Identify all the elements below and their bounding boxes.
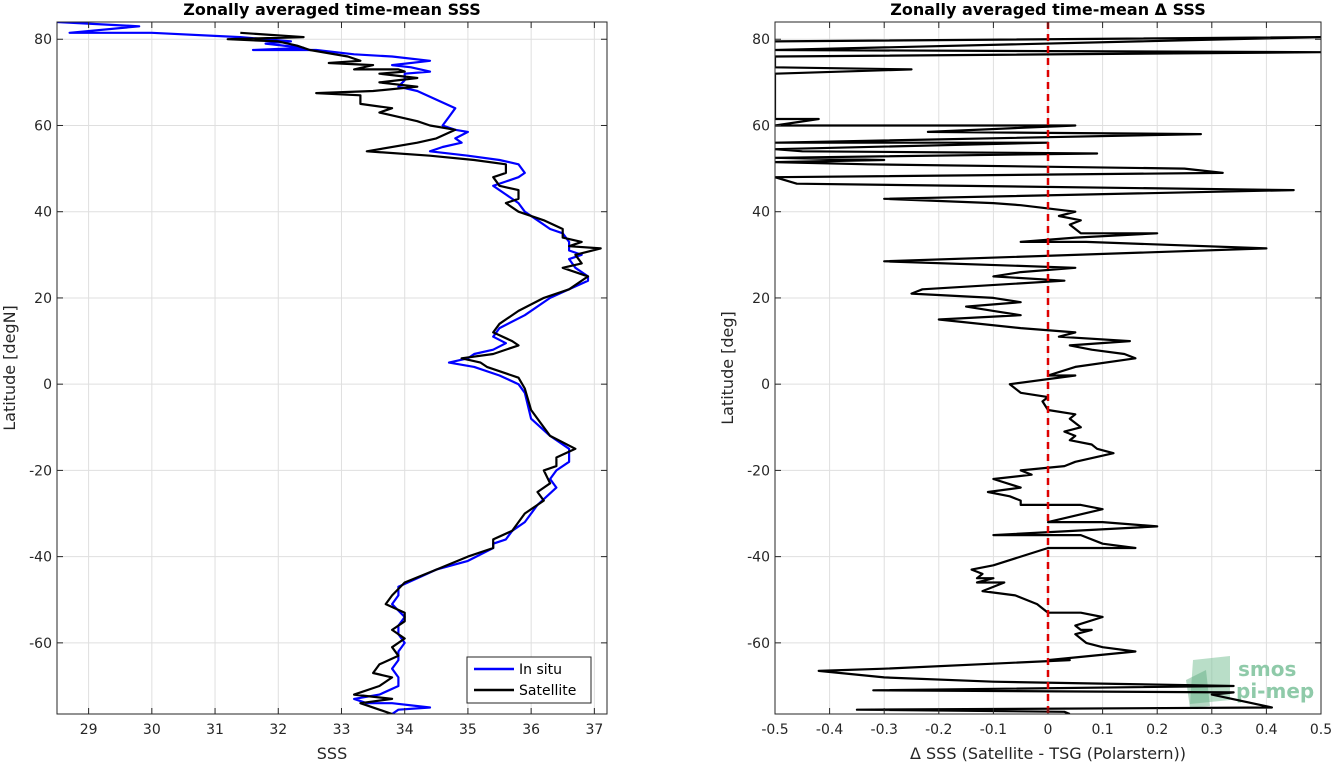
right-ytick-label: 0 <box>761 377 770 393</box>
left-ytick-label: 0 <box>43 377 52 393</box>
left-ytick-label: -40 <box>29 550 52 566</box>
right-ytick-label: -20 <box>747 463 770 479</box>
right-xtick-label: -0.3 <box>871 722 898 738</box>
smos-pimep-logo: smos pi-mep <box>1186 656 1314 708</box>
left-x-axis-label: SSS <box>317 744 347 763</box>
right-xtick-label: 0 <box>1044 722 1053 738</box>
left-xtick-label: 32 <box>269 722 287 738</box>
logo-mark-shade <box>1186 670 1210 708</box>
legend-box <box>466 656 592 704</box>
right-xtick-label: -0.4 <box>816 722 843 738</box>
left-xtick-label: 36 <box>522 722 540 738</box>
right-yticks: -60 -40 -20 0 20 40 60 80 <box>747 32 1321 652</box>
left-ytick-label: -60 <box>29 636 52 652</box>
right-ytick-label: 40 <box>752 205 770 221</box>
right-ytick-label: 80 <box>752 32 770 48</box>
right-xtick-label: -0.2 <box>925 722 952 738</box>
right-x-axis-label: Δ SSS (Satellite - TSG (Polarstern)) <box>910 744 1186 763</box>
logo-text-pimep: pi-mep <box>1236 679 1314 703</box>
left-xtick-label: 30 <box>143 722 161 738</box>
left-xtick-label: 37 <box>585 722 603 738</box>
left-xtick-label: 29 <box>80 722 98 738</box>
left-series-line-satellite <box>226 31 602 714</box>
left-plot-background <box>57 22 607 714</box>
right-ytick-label: -40 <box>747 550 770 566</box>
right-xtick-label: 0.1 <box>1091 722 1113 738</box>
left-ytick-label: 40 <box>34 205 52 221</box>
left-legend: In situ Satellite <box>466 656 592 704</box>
right-xtick-label: -0.5 <box>761 722 788 738</box>
right-xtick-label: 0.4 <box>1255 722 1277 738</box>
right-xtick-label: 0.2 <box>1146 722 1168 738</box>
right-ytick-label: 60 <box>752 118 770 134</box>
left-xtick-label: 33 <box>333 722 351 738</box>
left-yticks: -60 -40 -20 0 20 40 60 80 <box>29 32 607 652</box>
left-series <box>57 22 602 714</box>
left-ytick-label: 80 <box>34 32 52 48</box>
right-xtick-label: 0.3 <box>1201 722 1223 738</box>
left-plot-frame <box>56 21 608 715</box>
chart-panel-left: 29 30 31 32 33 34 35 36 37 -60 -40 -20 0 20 40 60 80 Zo… <box>0 0 608 763</box>
left-ytick-label: -20 <box>29 463 52 479</box>
legend-label-in-situ: In situ <box>519 662 562 678</box>
left-chart-title: Zonally averaged time-mean SSS <box>183 0 481 19</box>
right-ytick-label: 20 <box>752 291 770 307</box>
left-xticks: 29 30 31 32 33 34 35 36 37 <box>80 22 603 738</box>
right-xticks: -0.5 -0.4 -0.3 -0.2 -0.1 0 0.1 0.2 0.3 0.4 0.5 <box>761 22 1332 738</box>
right-series <box>775 22 1321 714</box>
right-xtick-label: 0.5 <box>1310 722 1332 738</box>
logo-text-smos: smos <box>1238 657 1296 681</box>
left-ytick-label: 60 <box>34 118 52 134</box>
right-chart-title: Zonally averaged time-mean Δ SSS <box>890 0 1206 19</box>
legend-label-satellite: Satellite <box>519 683 576 699</box>
left-y-axis-label: Latitude [degN] <box>0 305 19 431</box>
chart-panel-right: smos pi-mep -0.5 -0.4 -0.3 -0.2 -0.1 0 0.1 0.2 0… <box>718 0 1332 763</box>
right-y-axis-label: Latitude [deg] <box>718 311 737 425</box>
right-series-line-1 <box>775 35 1321 714</box>
left-ytick-label: 20 <box>34 291 52 307</box>
left-xtick-label: 34 <box>396 722 414 738</box>
left-xtick-label: 31 <box>206 722 224 738</box>
right-xtick-label: -0.1 <box>980 722 1007 738</box>
right-ytick-label: -60 <box>747 636 770 652</box>
left-grid <box>57 22 607 714</box>
left-xtick-label: 35 <box>459 722 477 738</box>
